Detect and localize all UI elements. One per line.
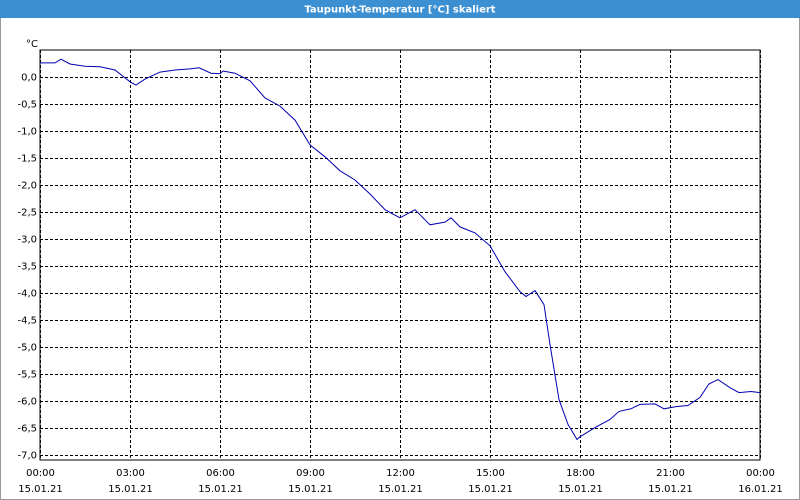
x-tick-label: 12:00 — [386, 468, 415, 479]
y-tick-label: -2,0 — [17, 181, 37, 192]
data-line — [40, 58, 761, 441]
chart-title: Taupunkt-Temperatur [°C] skaliert — [304, 5, 495, 16]
x-tick-date: 15.01.21 — [648, 484, 693, 495]
x-tick-date: 15.01.21 — [558, 484, 603, 495]
y-tick-label: -2,5 — [17, 208, 37, 219]
x-tick-date: 15.01.21 — [198, 484, 243, 495]
y-tick-label: -0,5 — [17, 100, 37, 111]
y-tick-label: -4,5 — [17, 316, 37, 327]
x-tick-date: 15.01.21 — [108, 484, 153, 495]
y-tick-label: 0,0 — [21, 73, 37, 84]
x-tick-label: 18:00 — [566, 468, 595, 479]
y-tick-label: -1,5 — [17, 154, 37, 165]
x-tick-label: 09:00 — [296, 468, 325, 479]
x-tick-label: 00:00 — [26, 468, 55, 479]
title-bar — [0, 0, 800, 18]
y-tick-label: -6,0 — [17, 397, 37, 408]
y-tick-label: -6,5 — [17, 424, 37, 435]
x-tick-label: 15:00 — [476, 468, 505, 479]
x-tick-date: 15.01.21 — [18, 484, 63, 495]
x-tick-label: 21:00 — [656, 468, 685, 479]
y-tick-label: -4,0 — [17, 289, 37, 300]
x-tick-date: 15.01.21 — [468, 484, 513, 495]
y-tick-label: -5,5 — [17, 370, 37, 381]
y-axis-label: °C — [26, 39, 38, 50]
x-tick-date: 15.01.21 — [378, 484, 423, 495]
x-tick-date: 16.01.21 — [738, 484, 783, 495]
y-tick-label: -1,0 — [17, 127, 37, 138]
x-tick-label: 00:00 — [746, 468, 775, 479]
y-tick-label: -3,5 — [17, 262, 37, 273]
x-tick-label: 03:00 — [116, 468, 145, 479]
x-tick-label: 06:00 — [206, 468, 235, 479]
y-tick-label: -5,0 — [17, 343, 37, 354]
y-tick-label: -3,0 — [17, 235, 37, 246]
x-tick-date: 15.01.21 — [288, 484, 333, 495]
y-tick-label: -7,0 — [17, 451, 37, 462]
